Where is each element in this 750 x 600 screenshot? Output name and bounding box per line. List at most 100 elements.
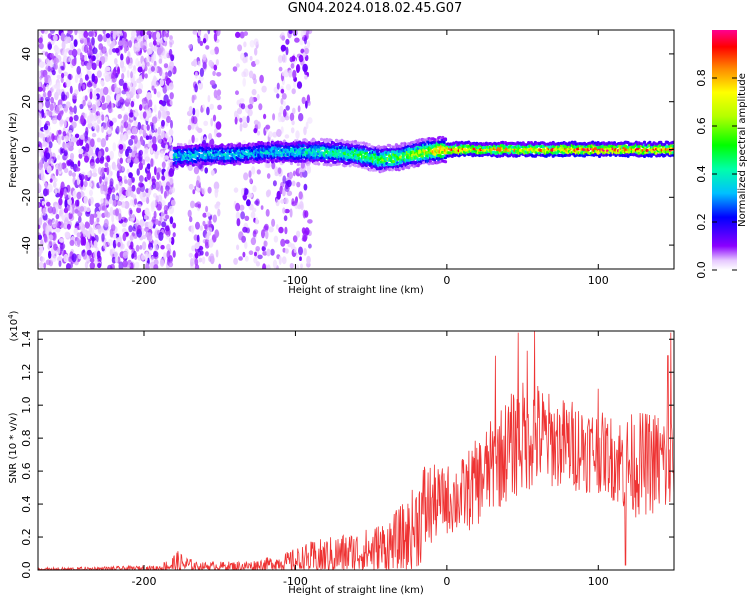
spectrogram-cell — [91, 132, 97, 138]
spectrogram-cell — [301, 96, 306, 105]
spectrogram-cell — [119, 60, 125, 69]
spectrogram-cell — [241, 71, 247, 78]
spectrogram-cell — [73, 114, 79, 122]
spectrogram-cell — [170, 236, 175, 246]
spectrogram-cell — [146, 30, 152, 36]
spectrogram-cell — [87, 230, 91, 240]
spectrogram-cell — [38, 152, 41, 157]
spectrogram-cell — [117, 175, 123, 182]
spectrogram-cell — [161, 180, 167, 188]
spectrogram-cell — [136, 46, 141, 52]
spectrogram-cell — [260, 205, 264, 210]
spectrogram-cell — [251, 166, 256, 175]
spectrogram-cell — [71, 58, 77, 67]
spectrogram-cell — [233, 187, 239, 193]
spectrogram-cell — [138, 150, 142, 157]
spectrogram-y-tick-label: 40 — [20, 47, 33, 61]
spectrogram-cell — [244, 241, 248, 249]
spectrogram-cell — [296, 81, 303, 89]
spectrogram-cell — [147, 142, 152, 148]
spectrogram-cell — [65, 78, 71, 88]
spectrogram-cell — [53, 181, 57, 188]
spectrogram-cell — [69, 107, 75, 113]
spectrogram-cell — [213, 181, 220, 190]
spectrogram-cell — [266, 264, 271, 269]
spectrogram-cell — [54, 63, 58, 70]
spectrogram-cell — [166, 243, 171, 251]
spectrogram-cell — [199, 67, 204, 77]
spectrogram-cell — [284, 134, 290, 139]
spectrogram-cell — [164, 170, 168, 178]
spectrogram-cell — [292, 170, 296, 177]
spectrogram-cell — [106, 155, 111, 163]
spectrogram-cell — [105, 199, 109, 205]
spectrogram-cell — [40, 168, 44, 177]
spectrogram-cell — [280, 199, 285, 204]
spectrogram-cell — [78, 148, 84, 155]
spectrogram-cell — [58, 238, 65, 243]
spectrogram-cell — [202, 61, 207, 70]
spectrogram-cell — [242, 251, 246, 258]
spectrogram-ridge-cell — [337, 139, 341, 143]
spectrogram-cell — [197, 35, 201, 44]
spectrogram-cell — [143, 214, 147, 220]
spectrogram-cell — [246, 199, 251, 207]
spectrogram-cell — [190, 225, 195, 234]
spectrogram-ridge-cell — [176, 142, 180, 147]
spectrogram-cell — [192, 189, 196, 195]
spectrogram-cell — [289, 263, 294, 269]
spectrogram-cell — [281, 71, 286, 77]
spectrogram-cell — [38, 112, 41, 119]
spectrogram-cell — [45, 152, 51, 160]
spectrogram-cell — [64, 143, 67, 150]
spectrogram-cell — [263, 240, 268, 247]
spectrogram-cell — [256, 93, 260, 101]
spectrogram-cell — [241, 116, 247, 124]
spectrogram-cell — [73, 105, 77, 114]
spectrogram-cell — [82, 99, 86, 107]
spectrogram-cell — [114, 87, 120, 94]
spectrogram-cell — [282, 207, 286, 214]
spectrogram-cell — [43, 262, 47, 269]
spectrogram-cell — [247, 192, 253, 198]
spectrogram-cell — [199, 40, 204, 47]
spectrogram-cell — [296, 181, 301, 188]
spectrogram-cell — [215, 30, 221, 37]
spectrogram-cell — [92, 55, 96, 61]
spectrogram-cell — [79, 134, 85, 140]
spectrogram-cell — [66, 116, 70, 122]
spectrogram-cell — [63, 188, 67, 197]
spectrogram-cell — [69, 129, 73, 135]
snr-y-tick-label: 0.2 — [20, 528, 33, 546]
spectrogram-cell — [146, 197, 150, 204]
snr-y-tick-label: 0.6 — [20, 462, 33, 480]
spectrogram-cell — [249, 55, 253, 61]
spectrogram-cell — [169, 177, 174, 185]
spectrogram-cell — [298, 191, 303, 200]
spectrogram-cell — [188, 44, 193, 49]
spectrogram-cell — [204, 224, 208, 230]
spectrogram-cell — [298, 54, 304, 63]
spectrogram-cell — [74, 208, 79, 214]
spectrogram-cell — [43, 30, 49, 35]
spectrogram-cell — [305, 121, 309, 130]
spectrogram-ridge-cell — [322, 151, 326, 155]
spectrogram-cell — [61, 72, 65, 79]
spectrogram-cell — [159, 78, 165, 87]
spectrogram-cell — [264, 230, 269, 240]
spectrogram-cell — [83, 38, 88, 47]
spectrogram-cell — [50, 255, 57, 263]
spectrogram-cell — [246, 115, 250, 124]
spectrogram-cell — [165, 144, 169, 150]
spectrogram-cell — [283, 108, 287, 118]
spectrogram-cell — [300, 161, 305, 169]
spectrogram-cell — [150, 255, 154, 263]
spectrogram-cell — [214, 46, 220, 55]
spectrogram-cell — [76, 191, 82, 200]
spectrogram-cell — [58, 260, 62, 267]
spectrogram-cell — [275, 197, 280, 207]
spectrogram-cell — [284, 208, 290, 214]
spectrogram-ridge-cell — [642, 140, 647, 144]
spectrogram-cell — [152, 31, 158, 41]
spectrogram-cell — [112, 68, 117, 76]
